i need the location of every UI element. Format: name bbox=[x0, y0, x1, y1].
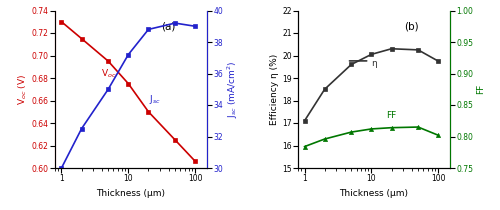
Y-axis label: Efficiency η (%): Efficiency η (%) bbox=[270, 54, 280, 125]
Text: η: η bbox=[371, 59, 377, 68]
Text: V$_{oc}$: V$_{oc}$ bbox=[100, 68, 116, 80]
Y-axis label: J$_{sc}$ (mA/cm$^2$): J$_{sc}$ (mA/cm$^2$) bbox=[226, 60, 240, 118]
Text: FF: FF bbox=[386, 111, 396, 120]
Text: (b): (b) bbox=[404, 21, 419, 32]
Text: J$_{sc}$: J$_{sc}$ bbox=[149, 93, 161, 106]
Y-axis label: FF: FF bbox=[476, 84, 485, 94]
X-axis label: Thickness (μm): Thickness (μm) bbox=[96, 189, 166, 198]
Text: (a): (a) bbox=[162, 21, 175, 32]
Y-axis label: V$_{oc}$ (V): V$_{oc}$ (V) bbox=[16, 74, 29, 105]
X-axis label: Thickness (μm): Thickness (μm) bbox=[340, 189, 408, 198]
